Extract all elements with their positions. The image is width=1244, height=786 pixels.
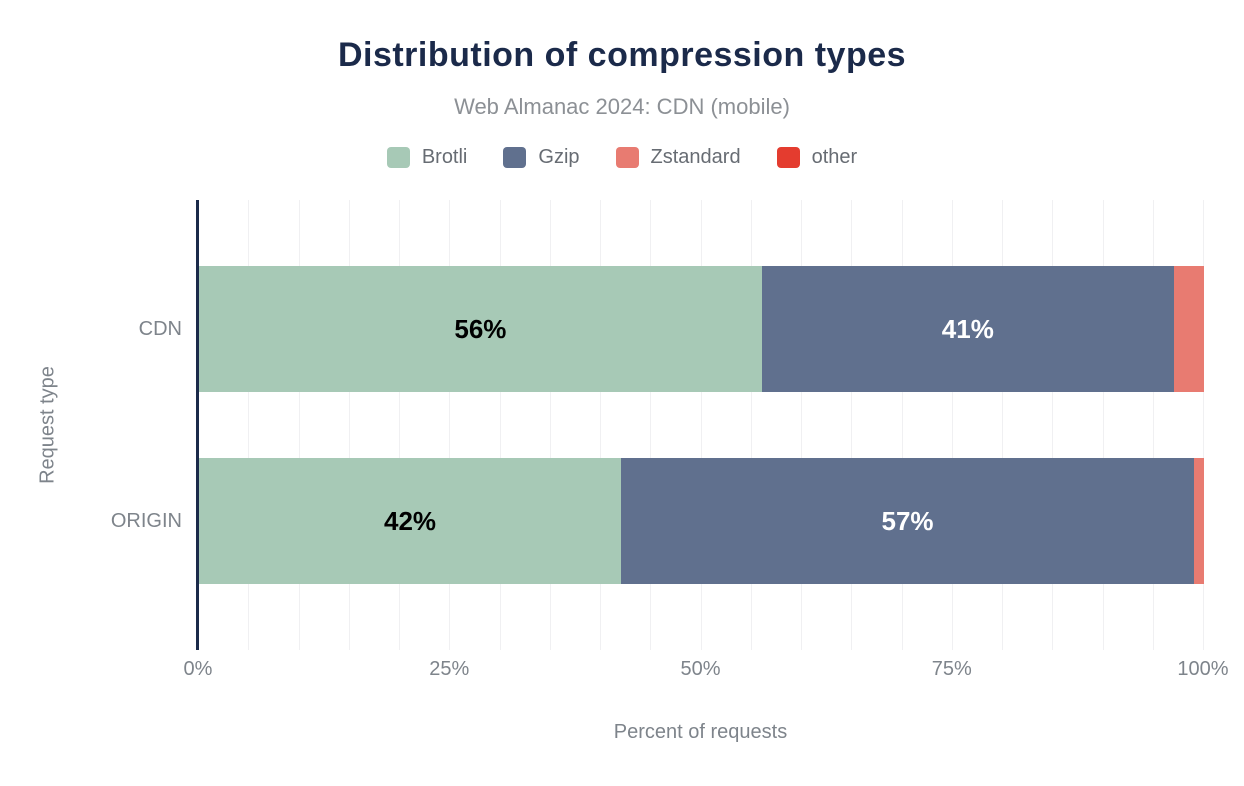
plot-area: 56% 41% 42% 57% bbox=[196, 200, 1204, 650]
gridline bbox=[1002, 200, 1003, 650]
x-tick-75: 75% bbox=[931, 658, 972, 680]
category-label-origin: ORIGIN bbox=[110, 510, 182, 532]
legend-swatch-other bbox=[776, 147, 800, 168]
gridline bbox=[1203, 200, 1204, 650]
y-axis-line bbox=[196, 200, 199, 650]
legend-swatch-brotli bbox=[386, 147, 410, 168]
y-axis-title: Request type bbox=[36, 366, 59, 484]
category-label-cdn: CDN bbox=[138, 318, 182, 340]
gridline bbox=[298, 200, 300, 650]
segment-value-label: 42% bbox=[384, 505, 437, 536]
gridline bbox=[901, 200, 903, 650]
gridline bbox=[348, 200, 350, 650]
gridline bbox=[700, 200, 702, 650]
x-axis-title: Percent of requests bbox=[613, 721, 788, 743]
gridline bbox=[399, 200, 400, 650]
gridline bbox=[650, 200, 652, 650]
legend-item-gzip[interactable]: Gzip bbox=[503, 146, 580, 169]
legend-swatch-zstandard bbox=[615, 147, 639, 168]
gridline bbox=[801, 200, 802, 650]
gridline bbox=[1102, 200, 1104, 650]
gridline bbox=[1152, 200, 1154, 650]
bar-segment-cdn-gzip[interactable]: 41% bbox=[761, 266, 1174, 392]
legend-item-other[interactable]: other bbox=[776, 146, 858, 169]
x-tick-50: 50% bbox=[680, 658, 721, 680]
gridline bbox=[549, 200, 551, 650]
segment-value-label: 41% bbox=[941, 313, 994, 344]
chart-title: Distribution of compression types bbox=[337, 36, 907, 74]
gridline bbox=[248, 200, 250, 650]
bar-segment-cdn-brotli[interactable]: 56% bbox=[199, 266, 762, 392]
x-tick-100: 100% bbox=[1177, 658, 1229, 680]
gridline bbox=[851, 200, 853, 650]
legend: Brotli Gzip Zstandard other bbox=[0, 146, 1244, 169]
bar-segment-origin-brotli[interactable]: 42% bbox=[199, 458, 622, 584]
bar-cdn: 56% 41% bbox=[199, 266, 1204, 392]
gridline bbox=[750, 200, 752, 650]
bar-origin: 42% 57% bbox=[199, 458, 1204, 584]
legend-item-brotli[interactable]: Brotli bbox=[386, 146, 468, 169]
legend-swatch-gzip bbox=[503, 147, 527, 168]
chart-subtitle: Web Almanac 2024: CDN (mobile) bbox=[454, 94, 790, 119]
gridline bbox=[449, 200, 451, 650]
x-tick-25: 25% bbox=[429, 658, 470, 680]
segment-value-label: 57% bbox=[881, 505, 934, 536]
x-tick-0: 0% bbox=[183, 658, 213, 680]
segment-value-label: 56% bbox=[454, 313, 507, 344]
legend-label: Brotli bbox=[421, 146, 468, 168]
bar-segment-origin-gzip[interactable]: 57% bbox=[621, 458, 1194, 584]
legend-label: Gzip bbox=[538, 146, 580, 168]
gridline bbox=[951, 200, 953, 650]
gridline bbox=[499, 200, 501, 650]
bar-segment-cdn-zstandard[interactable] bbox=[1173, 266, 1204, 392]
gridline bbox=[600, 200, 601, 650]
legend-label: other bbox=[811, 146, 858, 168]
bar-segment-origin-zstandard[interactable] bbox=[1193, 458, 1204, 584]
legend-item-zstandard[interactable]: Zstandard bbox=[615, 146, 741, 169]
gridline bbox=[1052, 200, 1054, 650]
legend-label: Zstandard bbox=[650, 146, 741, 168]
